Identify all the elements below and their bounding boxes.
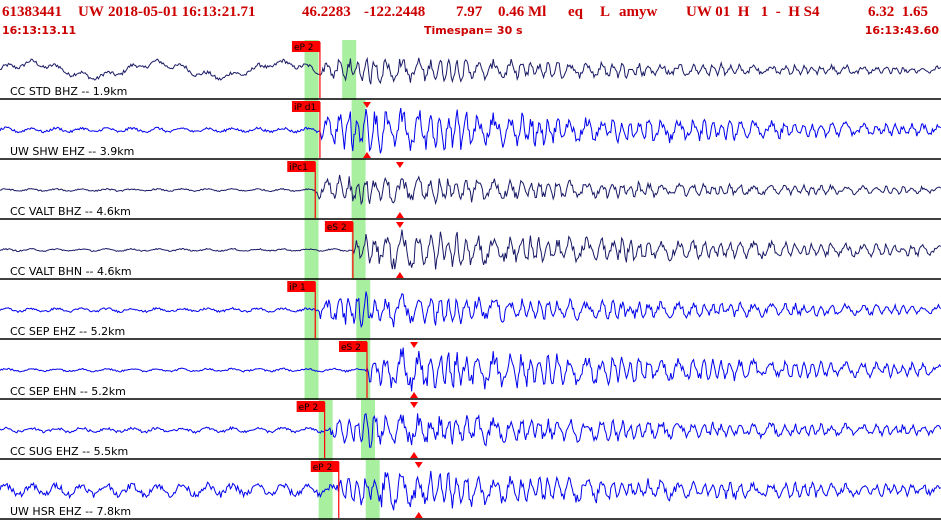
- waveform: [0, 412, 941, 448]
- pick-flag[interactable]: [291, 101, 320, 112]
- p-window-band: [304, 220, 319, 280]
- waveform: [0, 229, 941, 270]
- waveform: [0, 291, 941, 329]
- pick-flag[interactable]: [310, 461, 339, 472]
- s-window-band: [351, 220, 366, 280]
- event-local: L: [600, 4, 611, 20]
- pick-label: eS 2: [327, 223, 347, 233]
- event-header: 61383441 UW 2018-05-01 16:13:21.71 46.22…: [0, 0, 941, 40]
- waveform: [0, 470, 941, 511]
- waveform: [0, 174, 941, 206]
- p-window-band: [304, 40, 319, 100]
- trace-row[interactable]: iPc1 CC VALT BHZ -- 4.6km: [0, 160, 941, 220]
- theoretical-arrival-marker: [395, 222, 404, 228]
- waveform: [0, 347, 941, 392]
- theoretical-arrival-marker: [362, 152, 371, 158]
- pick-flag[interactable]: [291, 41, 320, 52]
- pick-flag[interactable]: [287, 281, 316, 292]
- trace-label: CC SEP EHN -- 5.2km: [10, 385, 126, 398]
- theoretical-arrival-marker: [362, 102, 371, 108]
- theoretical-arrival-marker: [414, 462, 423, 468]
- theoretical-arrival-marker: [414, 512, 423, 518]
- event-quality: UW 01 H 1 - H S4: [686, 4, 820, 20]
- pick-label: eS 2: [341, 343, 361, 353]
- pick-label: eP 2: [313, 463, 333, 473]
- theoretical-arrival-marker: [410, 452, 419, 458]
- trace-label: UW SHW EHZ -- 3.9km: [10, 145, 134, 158]
- pick-label: eP 2: [299, 403, 319, 413]
- event-network: UW: [78, 4, 104, 20]
- event-type: eq: [568, 4, 583, 20]
- theoretical-arrival-marker: [395, 272, 404, 278]
- pick-label: iP 1: [289, 283, 306, 293]
- event-datetime: 2018-05-01 16:13:21.71: [108, 4, 256, 20]
- theoretical-arrival-marker: [410, 402, 419, 408]
- pick-flag[interactable]: [296, 401, 325, 412]
- s-window-band: [365, 460, 380, 520]
- pick-label: iP d1: [294, 103, 316, 113]
- theoretical-arrival-marker: [395, 212, 404, 218]
- trace-row[interactable]: eP 2 CC STD BHZ -- 1.9km: [0, 40, 941, 100]
- start-time: 16:13:13.11: [2, 24, 77, 37]
- trace-label: UW HSR EHZ -- 7.8km: [10, 505, 131, 518]
- p-window-band: [318, 460, 333, 520]
- trace-label: CC VALT BHZ -- 4.6km: [10, 205, 131, 218]
- trace-row[interactable]: eS 2 CC VALT BHN -- 4.6km: [0, 220, 941, 280]
- event-lat: 46.2283: [302, 4, 351, 20]
- s-window-band: [342, 40, 357, 100]
- trace-row[interactable]: iP d1 UW SHW EHZ -- 3.9km: [0, 100, 941, 160]
- event-extra: 6.32 1.65: [868, 4, 928, 20]
- event-lon: -122.2448: [364, 4, 426, 20]
- trace-label: CC SUG EHZ -- 5.5km: [10, 445, 128, 458]
- trace-label: CC SEP EHZ -- 5.2km: [10, 325, 125, 338]
- trace-row[interactable]: iP 1 CC SEP EHZ -- 5.2km: [0, 280, 941, 340]
- trace-label: CC STD BHZ -- 1.9km: [10, 85, 127, 98]
- pick-flag[interactable]: [338, 341, 367, 352]
- end-time: 16:13:43.60: [864, 24, 939, 37]
- event-magnitude: 0.46 Ml: [498, 4, 547, 20]
- theoretical-arrival-marker: [410, 342, 419, 348]
- pick-flag[interactable]: [287, 161, 316, 172]
- waveform: [0, 56, 941, 85]
- trace-label: CC VALT BHN -- 4.6km: [10, 265, 132, 278]
- event-summary-line: 61383441 UW 2018-05-01 16:13:21.71 46.22…: [2, 2, 939, 22]
- trace-row[interactable]: eP 2 UW HSR EHZ -- 7.8km: [0, 460, 941, 520]
- timespan: Timespan= 30 s: [424, 24, 523, 37]
- seismogram-panel[interactable]: eP 2 CC STD BHZ -- 1.9km iP d1 UW SHW EHZ -…: [0, 40, 941, 520]
- trace-row[interactable]: eS 2 CC SEP EHN -- 5.2km: [0, 340, 941, 400]
- theoretical-arrival-marker: [395, 162, 404, 168]
- trace-row[interactable]: eP 2 CC SUG EHZ -- 5.5km: [0, 400, 941, 460]
- event-depth: 7.97: [456, 4, 483, 20]
- pick-flag[interactable]: [324, 221, 353, 232]
- s-window-band: [351, 160, 366, 220]
- timespan-line: 16:13:13.11 Timespan= 30 s 16:13:43.60: [0, 24, 941, 38]
- pick-label: iPc1: [289, 163, 308, 173]
- theoretical-arrival-marker: [410, 392, 419, 398]
- event-id: 61383441: [2, 4, 62, 20]
- p-window-band: [304, 100, 319, 160]
- pick-label: eP 2: [294, 43, 314, 53]
- waveform: [0, 107, 941, 154]
- event-analyst: amyw: [619, 4, 658, 20]
